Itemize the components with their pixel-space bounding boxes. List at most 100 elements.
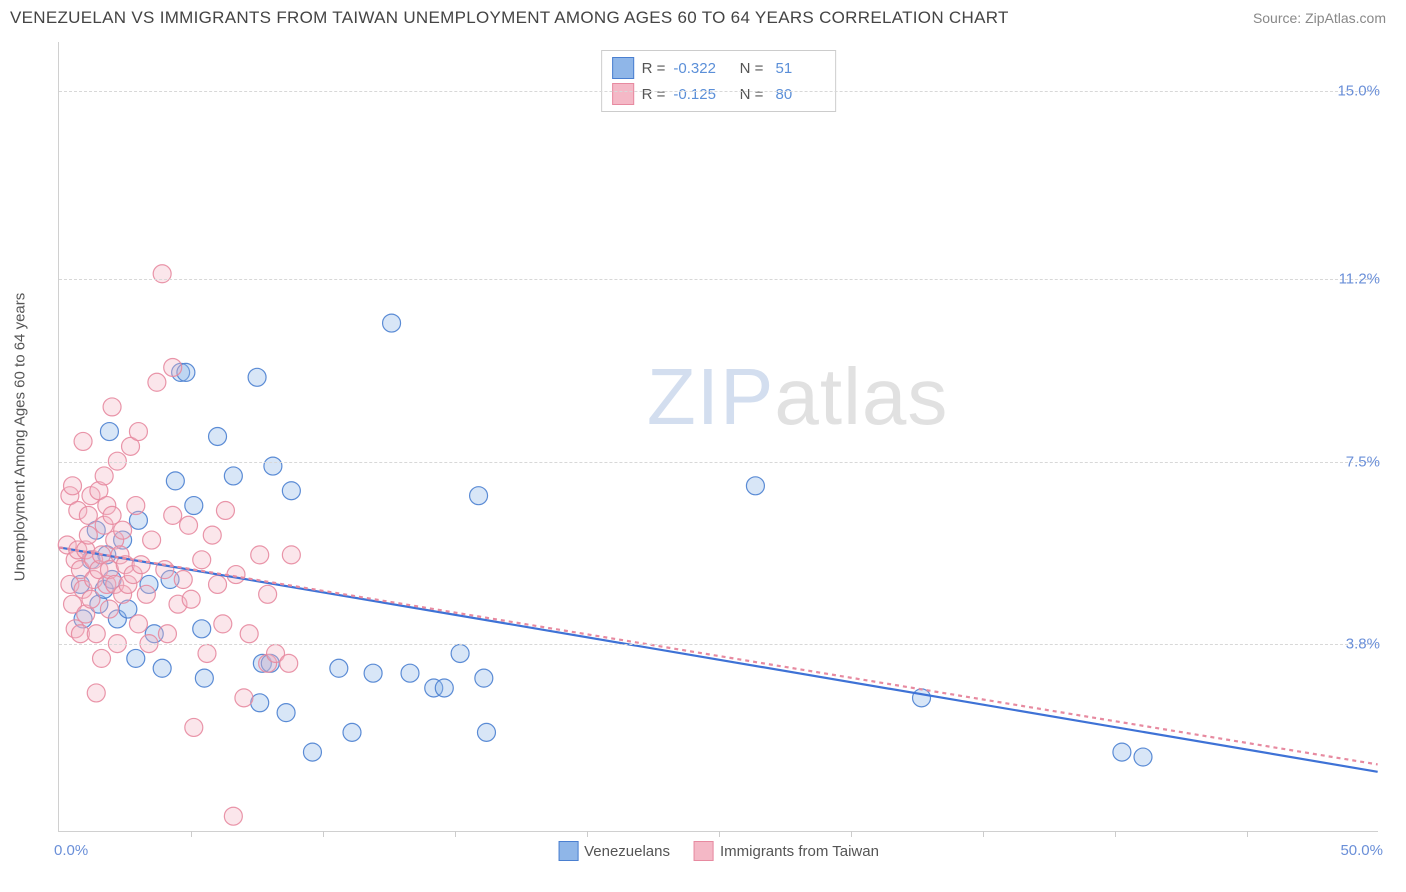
y-axis-label: Unemployment Among Ages 60 to 64 years	[12, 293, 29, 582]
data-point	[227, 566, 245, 584]
data-point	[166, 472, 184, 490]
x-tick	[851, 831, 852, 837]
data-point	[79, 506, 97, 524]
data-point	[330, 659, 348, 677]
data-point	[100, 600, 118, 618]
data-point	[451, 644, 469, 662]
data-point	[143, 531, 161, 549]
data-point	[477, 723, 495, 741]
legend-item: Immigrants from Taiwan	[694, 841, 879, 861]
data-point	[343, 723, 361, 741]
data-point	[79, 526, 97, 544]
stat-r-value: -0.322	[673, 60, 727, 77]
data-point	[153, 659, 171, 677]
x-tick	[455, 831, 456, 837]
data-point	[214, 615, 232, 633]
chart-title: VENEZUELAN VS IMMIGRANTS FROM TAIWAN UNE…	[10, 8, 1009, 28]
data-point	[185, 718, 203, 736]
x-tick	[1115, 831, 1116, 837]
legend-swatch	[612, 83, 634, 105]
legend-label: Immigrants from Taiwan	[720, 843, 879, 860]
legend-label: Venezuelans	[584, 843, 670, 860]
data-point	[87, 684, 105, 702]
scatter-plot-svg	[59, 42, 1378, 831]
y-tick-label: 3.8%	[1346, 636, 1380, 653]
data-point	[282, 546, 300, 564]
data-point	[164, 506, 182, 524]
data-point	[913, 689, 931, 707]
data-point	[224, 467, 242, 485]
y-tick-label: 7.5%	[1346, 453, 1380, 470]
data-point	[164, 358, 182, 376]
chart-container: Unemployment Among Ages 60 to 64 years Z…	[48, 42, 1388, 832]
data-point	[240, 625, 258, 643]
data-point	[137, 585, 155, 603]
x-tick	[719, 831, 720, 837]
data-point	[264, 457, 282, 475]
series-legend: Venezuelans Immigrants from Taiwan	[558, 841, 879, 861]
gridline	[59, 644, 1378, 645]
data-point	[364, 664, 382, 682]
data-point	[93, 649, 111, 667]
data-point	[174, 571, 192, 589]
data-point	[100, 423, 118, 441]
stat-n-value: 80	[771, 86, 825, 103]
stat-r-label: R =	[642, 60, 666, 77]
data-point	[185, 497, 203, 515]
data-point	[82, 590, 100, 608]
x-tick	[323, 831, 324, 837]
data-point	[95, 467, 113, 485]
gridline	[59, 279, 1378, 280]
gridline	[59, 462, 1378, 463]
data-point	[282, 482, 300, 500]
plot-area: ZIPatlas R =-0.322 N = 51R =-0.125 N = 8…	[58, 42, 1378, 832]
data-point	[129, 423, 147, 441]
legend-swatch	[694, 841, 714, 861]
x-max-label: 50.0%	[1340, 842, 1383, 859]
data-point	[209, 428, 227, 446]
gridline	[59, 91, 1378, 92]
data-point	[470, 487, 488, 505]
data-point	[180, 516, 198, 534]
stats-row: R = -0.125 N = 80	[612, 81, 826, 107]
data-point	[148, 373, 166, 391]
x-tick	[191, 831, 192, 837]
data-point	[64, 477, 82, 495]
data-point	[132, 556, 150, 574]
x-tick	[587, 831, 588, 837]
y-tick-label: 15.0%	[1337, 83, 1380, 100]
data-point	[248, 368, 266, 386]
stat-r-value: -0.125	[673, 86, 727, 103]
data-point	[259, 585, 277, 603]
data-point	[235, 689, 253, 707]
data-point	[74, 432, 92, 450]
stat-n-label: N =	[735, 86, 763, 103]
data-point	[103, 398, 121, 416]
data-point	[224, 807, 242, 825]
source-label: Source: ZipAtlas.com	[1253, 10, 1386, 26]
data-point	[277, 704, 295, 722]
data-point	[182, 590, 200, 608]
data-point	[746, 477, 764, 495]
data-point	[303, 743, 321, 761]
stats-row: R =-0.322 N = 51	[612, 55, 826, 81]
data-point	[158, 625, 176, 643]
stat-r-label: R =	[642, 86, 666, 103]
data-point	[127, 649, 145, 667]
data-point	[193, 551, 211, 569]
data-point	[475, 669, 493, 687]
data-point	[435, 679, 453, 697]
data-point	[195, 669, 213, 687]
data-point	[203, 526, 221, 544]
legend-item: Venezuelans	[558, 841, 670, 861]
data-point	[209, 575, 227, 593]
legend-swatch	[558, 841, 578, 861]
data-point	[127, 497, 145, 515]
data-point	[401, 664, 419, 682]
y-tick-label: 11.2%	[1339, 271, 1380, 288]
x-tick	[983, 831, 984, 837]
x-tick	[1247, 831, 1248, 837]
x-min-label: 0.0%	[54, 842, 88, 859]
data-point	[280, 654, 298, 672]
data-point	[129, 615, 147, 633]
